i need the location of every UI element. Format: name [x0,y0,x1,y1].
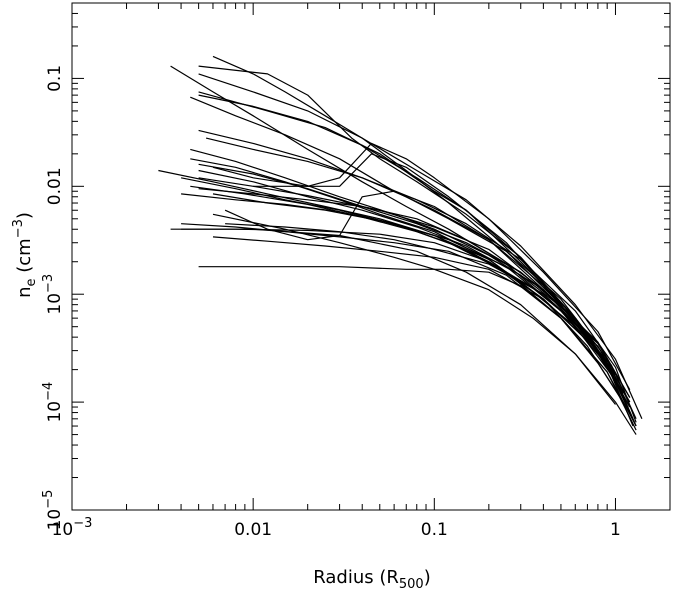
y-tick-label: 0.01 [45,167,65,205]
series-line-1 [198,65,634,420]
plot-frame [71,2,671,511]
series-line-5 [198,73,643,420]
series-line-26 [198,91,616,375]
y-axis-label: ne (cm−3) [11,212,39,298]
series-line-24 [224,190,599,344]
series-line-12 [158,169,624,403]
series-line-15 [198,188,616,375]
x-tick-label: 10−3 [52,516,93,540]
y-tick-label: 10−5 [41,490,65,531]
series-line-11 [198,169,612,373]
x-tick-label: 1 [610,520,621,540]
series-line-25 [253,142,631,391]
series-line-29 [181,228,616,405]
series-line-2 [212,55,631,413]
x-tick-label: 0.01 [234,520,272,540]
series-line-30 [198,177,631,398]
series-line-18 [170,228,631,398]
series-line-23 [212,153,634,427]
x-axis-label: Radius (R500) [313,567,430,591]
y-tick-label: 0.1 [45,65,65,92]
x-tick-label: 0.1 [421,520,448,540]
series-line-28 [212,193,631,408]
y-tick-label: 10−4 [41,382,65,423]
y-tick-label: 10−3 [41,274,65,315]
series-layer [158,55,643,435]
series-line-21 [198,266,631,413]
ticks-layer [71,2,671,511]
series-line-22 [212,213,637,435]
series-line-13 [180,177,637,427]
tick-labels-layer: 10−3 0.01 0.1 1 10−5 10−4 10−3 0.01 0.1 [41,65,621,540]
